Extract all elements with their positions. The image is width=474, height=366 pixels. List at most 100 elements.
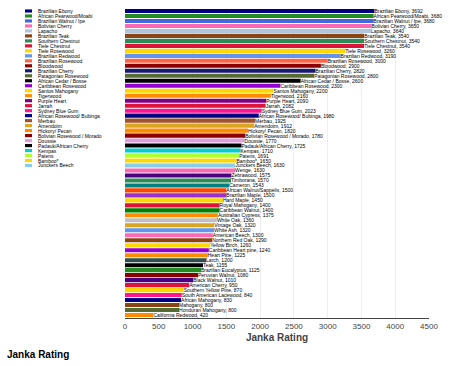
- svg-text:Hard Maple, 1450: Hard Maple, 1450: [223, 197, 263, 203]
- svg-text:Patagonian Rosewood, 2800: Patagonian Rosewood, 2800: [314, 73, 378, 79]
- svg-text:Tiele Chestnut, 3540: Tiele Chestnut, 3540: [364, 43, 410, 49]
- svg-text:Jarrah: Jarrah: [38, 103, 52, 109]
- svg-text:Tiele Chestnut: Tiele Chestnut: [38, 43, 71, 49]
- svg-text:Northern Red Oak, 1290: Northern Red Oak, 1290: [212, 237, 267, 243]
- svg-text:2500: 2500: [285, 322, 303, 331]
- svg-text:3000: 3000: [319, 322, 337, 331]
- svg-text:Merbau, 1925: Merbau, 1925: [255, 118, 286, 124]
- svg-text:Tigerwood: Tigerwood: [38, 93, 61, 99]
- svg-text:Brazilian Redwood, 3190: Brazilian Redwood, 3190: [341, 53, 397, 59]
- svg-text:Patagonian Rosewood: Patagonian Rosewood: [38, 73, 89, 79]
- svg-text:Southern Yellow Pine, 870: Southern Yellow Pine, 870: [184, 287, 243, 293]
- svg-text:Southern Chestnut, 3540: Southern Chestnut, 3540: [364, 38, 420, 44]
- svg-text:Junckers Beech: Junckers Beech: [38, 162, 74, 168]
- svg-text:1500: 1500: [217, 322, 235, 331]
- svg-text:Doussie: Doussie: [38, 138, 56, 144]
- svg-text:Australian Cypress, 1375: Australian Cypress, 1375: [218, 212, 274, 218]
- svg-text:Wenge, 1630: Wenge, 1630: [235, 167, 265, 173]
- svg-text:2000: 2000: [251, 322, 269, 331]
- svg-text:American Beech, 1300: American Beech, 1300: [213, 232, 264, 238]
- svg-text:Janka Rating: Janka Rating: [7, 349, 69, 360]
- svg-text:African Rosewood/ Bubinga, 198: African Rosewood/ Bubinga, 1980: [259, 113, 335, 119]
- svg-text:Kempas, 1710: Kempas, 1710: [241, 148, 273, 154]
- svg-text:Tigerwood, 2160: Tigerwood, 2160: [271, 93, 308, 99]
- svg-text:Doussie, 1770: Doussie, 1770: [245, 138, 277, 144]
- svg-text:South American Lacewood, 840: South American Lacewood, 840: [182, 292, 253, 298]
- svg-text:Caribbean Rosewood: Caribbean Rosewood: [38, 83, 86, 89]
- svg-text:Purple Heart, 2090: Purple Heart, 2090: [266, 98, 308, 104]
- svg-text:Bloodwood: Bloodwood: [38, 63, 63, 69]
- svg-text:White Ash, 1320: White Ash, 1320: [214, 227, 251, 233]
- svg-text:Amendoim, 1912: Amendoim, 1912: [254, 123, 292, 129]
- svg-text:Black Walnut, 1010: Black Walnut, 1010: [193, 277, 236, 283]
- svg-text:Brazilian Redwood: Brazilian Redwood: [38, 53, 80, 59]
- svg-text:Kempas: Kempas: [38, 148, 57, 154]
- svg-text:Honduran Mahogany, 800: Honduran Mahogany, 800: [179, 307, 237, 313]
- svg-text:Patens, 1691: Patens, 1691: [239, 153, 269, 159]
- svg-text:4000: 4000: [386, 322, 404, 331]
- svg-text:Janka Rating: Janka Rating: [246, 332, 308, 343]
- svg-text:Cameron, 1543: Cameron, 1543: [229, 182, 264, 188]
- svg-text:Jarrah, 2082: Jarrah, 2082: [266, 103, 294, 109]
- svg-text:Timborana, 1570: Timborana, 1570: [231, 177, 269, 183]
- svg-text:African Rosewood/ Bubinga: African Rosewood/ Bubinga: [38, 113, 100, 119]
- svg-text:Bamboo*, 1650: Bamboo*, 1650: [236, 158, 271, 164]
- svg-text:Bolivian Cherry, 3650: Bolivian Cherry, 3650: [372, 23, 420, 29]
- svg-text:Teak, 1155: Teak, 1155: [203, 262, 227, 268]
- svg-text:White Oak, 1360: White Oak, 1360: [217, 217, 254, 223]
- svg-text:African Mahogany, 830: African Mahogany, 830: [181, 297, 232, 303]
- svg-text:Caribbean Walnut, 1400: Caribbean Walnut, 1400: [220, 207, 274, 213]
- svg-text:Sydney Blue Gum, 2023: Sydney Blue Gum, 2023: [262, 108, 316, 114]
- svg-text:Bloodwood, 2900: Bloodwood, 2900: [321, 63, 360, 69]
- svg-text:1000: 1000: [184, 322, 202, 331]
- svg-text:Padauk/African Cherry, 1725: Padauk/African Cherry, 1725: [242, 143, 306, 149]
- svg-text:500: 500: [152, 322, 166, 331]
- svg-text:Heart Pine, 1225: Heart Pine, 1225: [208, 252, 246, 258]
- svg-text:Caribbean Rosewood, 2300: Caribbean Rosewood, 2300: [280, 83, 342, 89]
- svg-text:Vintage Oak, 1320: Vintage Oak, 1320: [214, 222, 256, 228]
- svg-text:Junckers Beech, 1630: Junckers Beech, 1630: [235, 162, 285, 168]
- svg-text:Bolivian Rosewood / Morado, 17: Bolivian Rosewood / Morado, 1780: [245, 133, 323, 139]
- svg-text:Patens: Patens: [38, 153, 54, 159]
- svg-text:4500: 4500: [420, 322, 438, 331]
- svg-text:Brazilian Teak, 3540: Brazilian Teak, 3540: [364, 33, 409, 39]
- svg-text:Brazilian Eucalyptus, 1125: Brazilian Eucalyptus, 1125: [201, 267, 260, 273]
- svg-text:Larch, 1200: Larch, 1200: [206, 257, 233, 263]
- svg-text:Merbau: Merbau: [38, 118, 55, 124]
- svg-text:Yellow Birch, 1260: Yellow Birch, 1260: [210, 242, 251, 248]
- svg-text:0: 0: [123, 322, 128, 331]
- svg-text:American Cherry, 950: American Cherry, 950: [189, 282, 237, 288]
- svg-text:Padauk/African Cherry: Padauk/African Cherry: [38, 143, 89, 149]
- svg-text:Royal Mahogany, 1400: Royal Mahogany, 1400: [220, 202, 271, 208]
- svg-text:Lapacho: Lapacho: [38, 28, 57, 34]
- svg-text:Brazilian Teak: Brazilian Teak: [38, 33, 70, 39]
- svg-text:Zebrawood, 1575: Zebrawood, 1575: [231, 172, 270, 178]
- svg-text:Purple Heart: Purple Heart: [38, 98, 67, 104]
- svg-text:Santos Mahogany: Santos Mahogany: [38, 88, 79, 94]
- svg-text:Amendoim: Amendoim: [38, 123, 62, 129]
- svg-text:Brazilian Walnut / Ipe: Brazilian Walnut / Ipe: [38, 18, 85, 24]
- svg-text:Brazilian Maple, 1500: Brazilian Maple, 1500: [226, 192, 274, 198]
- svg-text:African Cedar / Bosse: African Cedar / Bosse: [38, 78, 87, 84]
- svg-text:Peruvian Walnut, 1080: Peruvian Walnut, 1080: [198, 272, 249, 278]
- svg-text:Brazilian Rosewood: Brazilian Rosewood: [38, 58, 82, 64]
- svg-text:Tiele Rosewood: Tiele Rosewood: [38, 48, 74, 54]
- svg-text:Brazilian Cherry, 2820: Brazilian Cherry, 2820: [316, 68, 365, 74]
- svg-text:Bolivian Cherry: Bolivian Cherry: [38, 23, 72, 29]
- svg-text:Brazilian Walnut / Ipe, 3680: Brazilian Walnut / Ipe, 3680: [374, 18, 435, 24]
- svg-text:Brazilian Cherry: Brazilian Cherry: [38, 68, 74, 74]
- svg-text:African Pearwood/Moabi, 3680: African Pearwood/Moabi, 3680: [374, 13, 443, 19]
- svg-text:Bolivian Rosewood / Morado: Bolivian Rosewood / Morado: [38, 133, 102, 139]
- svg-text:Brazilian Rosewood, 3000: Brazilian Rosewood, 3000: [328, 58, 386, 64]
- svg-text:Southern Chestnut: Southern Chestnut: [38, 38, 80, 44]
- svg-text:Mahogany, 800: Mahogany, 800: [179, 302, 213, 308]
- svg-text:Tiele Rosewood, 3260: Tiele Rosewood, 3260: [345, 48, 395, 54]
- svg-text:Hickory/ Pecan, 1820: Hickory/ Pecan, 1820: [248, 128, 296, 134]
- svg-text:Brazilian Ebony, 3692: Brazilian Ebony, 3692: [374, 8, 422, 14]
- svg-text:Hickory/ Pecan: Hickory/ Pecan: [38, 128, 72, 134]
- svg-text:Sydney Blue Gum: Sydney Blue Gum: [38, 108, 78, 114]
- svg-text:Santos Mahogany, 2200: Santos Mahogany, 2200: [274, 88, 328, 94]
- svg-text:Bamboo*: Bamboo*: [38, 158, 59, 164]
- svg-text:African Pearwood/Moabi: African Pearwood/Moabi: [38, 13, 92, 19]
- svg-text:African Walnut/Sappelis, 1500: African Walnut/Sappelis, 1500: [226, 187, 293, 193]
